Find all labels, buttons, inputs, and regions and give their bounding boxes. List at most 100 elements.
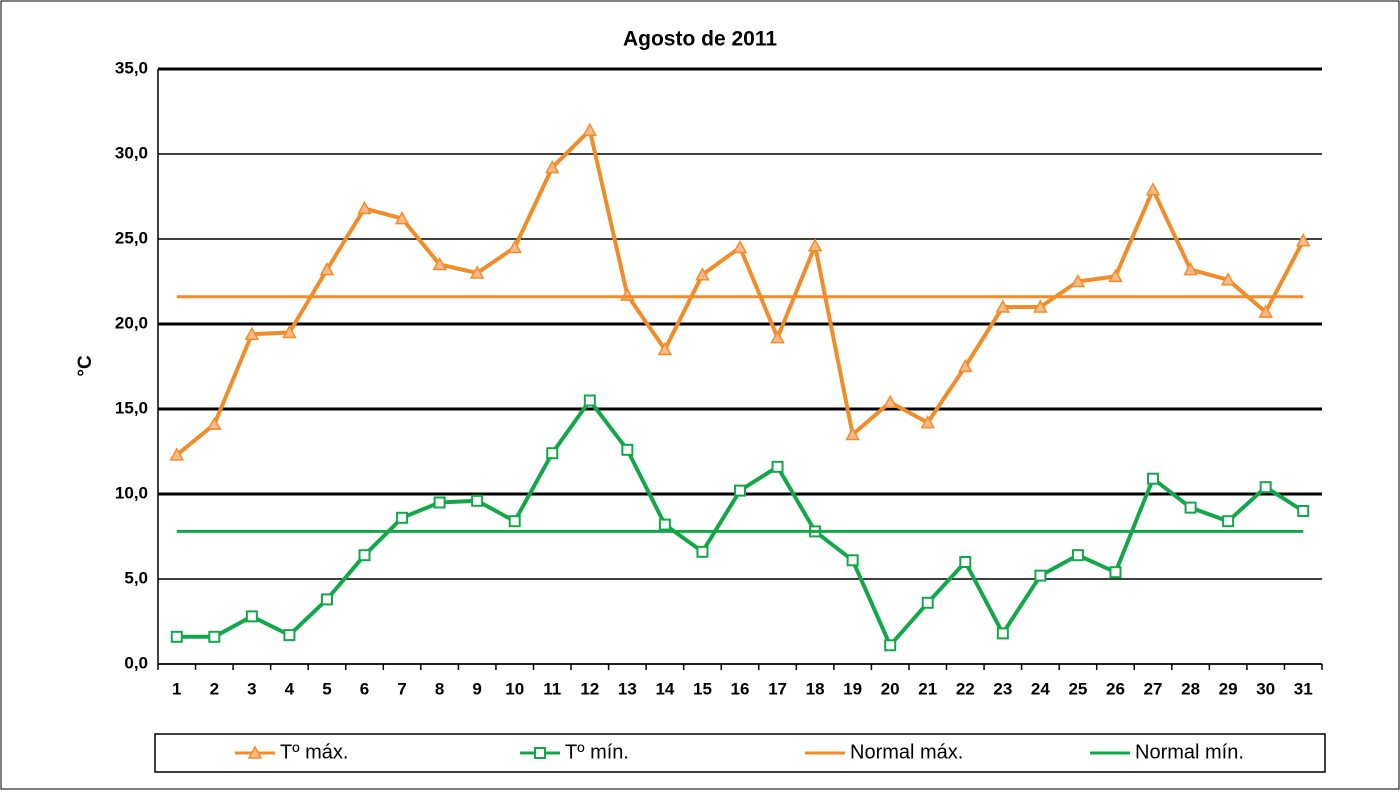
x-tick-label: 10 — [505, 679, 524, 698]
x-tick-label: 24 — [1031, 679, 1050, 698]
square-marker — [283, 629, 296, 642]
x-tick-label: 7 — [397, 679, 406, 698]
x-tick-label: 31 — [1294, 679, 1313, 698]
x-tick-label: 2 — [210, 679, 219, 698]
y-tick-label: 5,0 — [124, 568, 148, 587]
triangle-marker — [244, 326, 260, 340]
square-marker — [621, 443, 634, 456]
square-marker — [583, 394, 596, 407]
triangle-marker — [1220, 272, 1236, 286]
triangle-marker — [845, 426, 860, 441]
triangle-marker — [958, 358, 973, 373]
triangle-marker — [544, 160, 560, 174]
legend-label: Tº mín. — [565, 741, 629, 763]
square-marker — [1222, 515, 1235, 528]
y-tick-label: 35,0 — [115, 58, 148, 77]
triangle-marker — [1070, 273, 1086, 288]
triangle-marker — [432, 256, 447, 271]
square-marker — [208, 630, 221, 643]
x-tick-label: 14 — [655, 679, 674, 698]
triangle-marker — [169, 447, 185, 461]
square-marker — [433, 496, 446, 509]
triangle-marker — [1108, 268, 1123, 283]
x-tick-label: 27 — [1144, 679, 1163, 698]
x-tick-label: 6 — [360, 679, 369, 698]
x-tick-label: 19 — [843, 679, 862, 698]
x-tick-label: 4 — [285, 679, 295, 698]
square-marker — [734, 484, 746, 497]
x-tick-label: 21 — [918, 679, 937, 698]
x-tick-label: 29 — [1219, 679, 1238, 698]
square-marker — [320, 593, 333, 606]
triangle-marker — [1258, 304, 1273, 318]
y-axis-label: °C — [75, 355, 96, 377]
triangle-marker — [657, 341, 673, 356]
triangle-marker — [920, 415, 936, 429]
square-marker — [245, 610, 258, 623]
triangle-marker — [695, 267, 710, 281]
chart-title: Agosto de 2011 — [623, 28, 777, 51]
x-tick-label: 3 — [247, 679, 256, 698]
triangle-marker — [1145, 182, 1161, 196]
square-marker — [1259, 481, 1272, 494]
x-tick-label: 30 — [1256, 679, 1275, 698]
triangle-marker — [732, 239, 748, 254]
triangle-marker — [1183, 262, 1198, 276]
triangle-marker — [1033, 299, 1048, 313]
y-tick-label: 20,0 — [115, 313, 148, 332]
triangle-marker — [207, 416, 222, 431]
square-marker — [396, 511, 409, 524]
square-marker — [696, 545, 709, 558]
x-tick-label: 13 — [618, 679, 637, 698]
triangle-marker — [1295, 233, 1311, 247]
x-tick-label: 8 — [435, 679, 444, 698]
square-marker — [508, 515, 521, 528]
x-tick-label: 18 — [806, 679, 825, 698]
square-marker — [1147, 472, 1160, 485]
x-tick-label: 20 — [881, 679, 900, 698]
triangle-marker — [357, 200, 372, 215]
triangle-marker — [319, 262, 335, 276]
y-tick-label: 0,0 — [124, 653, 148, 672]
square-marker — [1109, 566, 1122, 579]
y-tick-label: 30,0 — [115, 143, 148, 162]
x-tick-label: 17 — [768, 679, 787, 698]
triangle-marker — [807, 238, 823, 252]
square-marker — [921, 596, 934, 609]
triangle-marker — [282, 324, 297, 339]
square-marker — [1297, 505, 1310, 517]
x-tick-label: 15 — [693, 679, 712, 698]
x-tick-label: 22 — [956, 679, 975, 698]
square-marker — [546, 447, 559, 460]
square-marker — [996, 627, 1009, 640]
x-tick-label: 25 — [1068, 679, 1087, 698]
triangle-marker — [469, 265, 485, 279]
triangle-marker — [507, 239, 522, 254]
x-tick-label: 28 — [1181, 679, 1200, 698]
y-tick-label: 10,0 — [115, 483, 148, 502]
square-marker — [471, 494, 484, 507]
square-marker — [534, 747, 546, 759]
triangle-marker — [770, 330, 785, 344]
square-marker — [658, 518, 671, 531]
legend-label: Normal máx. — [850, 741, 963, 763]
square-marker — [358, 549, 371, 562]
legend-label: Normal mín. — [1135, 741, 1244, 763]
triangle-marker — [995, 299, 1011, 313]
triangle-marker — [247, 745, 263, 759]
square-marker — [771, 460, 784, 473]
triangle-marker — [394, 211, 410, 225]
x-tick-label: 16 — [731, 679, 750, 698]
square-marker — [884, 639, 897, 652]
x-tick-label: 23 — [993, 679, 1012, 698]
square-marker — [1071, 549, 1084, 562]
square-marker — [170, 630, 183, 643]
x-tick-label: 9 — [472, 679, 481, 698]
legend-label: Tº máx. — [280, 741, 348, 763]
square-marker — [959, 556, 972, 568]
x-tick-label: 11 — [543, 679, 561, 698]
x-tick-label: 5 — [322, 679, 331, 698]
square-marker — [846, 554, 859, 567]
